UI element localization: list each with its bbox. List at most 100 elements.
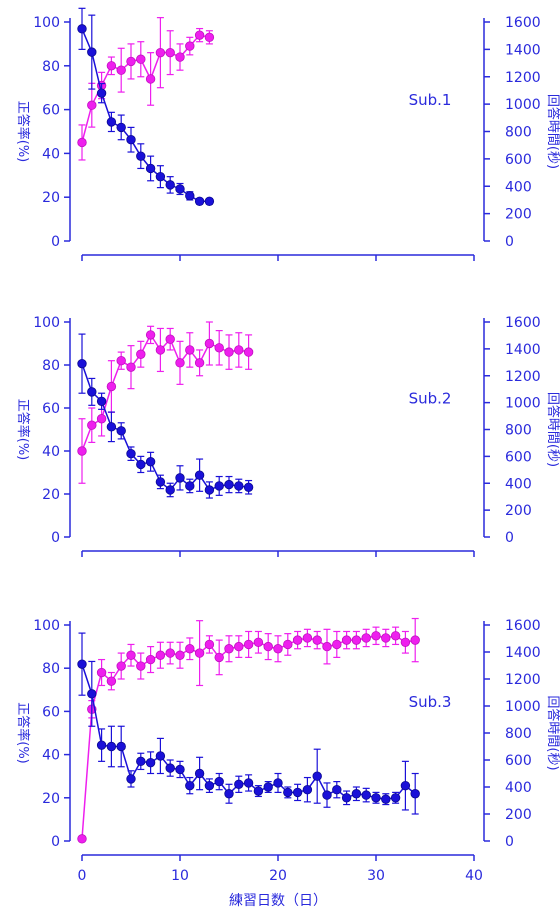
left-tick-label: 100 [33,15,60,31]
data-point [381,794,391,804]
data-point [145,457,156,467]
data-point [253,786,264,796]
data-point [214,343,224,353]
data-point [165,47,175,58]
x-tick-label: 0 [78,868,87,884]
data-point [126,56,136,67]
x-tick-label: 10 [171,868,189,884]
right-tick-label: 1600 [505,15,541,31]
data-point [145,330,156,340]
data-point [77,659,87,669]
right-tick-label: 1000 [505,699,541,715]
chart-panel-2: 0204060801000200400600800100012001400160… [15,315,560,557]
left-tick-label: 100 [33,618,60,634]
data-point [214,652,224,663]
right-tick-label: 1200 [505,672,541,688]
right-tick-label: 0 [505,834,514,850]
right-tick-label: 1000 [505,97,541,113]
data-point [263,641,273,652]
data-point [185,481,195,491]
right-tick-label: 0 [505,234,514,250]
data-point [322,641,332,652]
data-point [194,470,205,480]
right-tick-label: 200 [505,807,532,823]
series-response-time [77,7,215,207]
data-point [116,661,126,671]
left-tick-label: 20 [42,487,60,503]
data-point [312,635,322,645]
data-point [234,481,244,491]
x-axis-label: 練習日数（日） [229,893,327,909]
left-axis-label: 正答率(%) [15,101,31,163]
data-point [145,758,156,768]
left-tick-label: 60 [42,401,60,417]
data-point [351,789,362,799]
x-tick-label: 20 [269,868,287,884]
left-tick-label: 60 [42,103,60,119]
data-point [273,778,283,788]
data-point [194,30,205,40]
data-point [322,790,332,800]
right-axis-label: 回答時間(秒) [545,695,560,770]
series-response-time [77,333,254,499]
data-point [175,358,185,368]
data-point [361,633,371,643]
data-point [126,774,136,784]
left-tick-label: 0 [51,834,60,850]
data-point [194,648,205,658]
data-point [194,358,205,368]
data-point [361,790,371,800]
data-point [234,345,244,355]
data-point [155,477,166,487]
data-point [136,756,146,767]
data-point [165,485,175,495]
chart-panel-3: 0204060801000200400600800100012001400160… [15,617,560,884]
data-point [204,32,215,43]
data-point [155,345,166,355]
data-point [175,473,185,483]
right-tick-label: 1400 [505,645,541,661]
data-point [106,381,117,392]
left-tick-label: 80 [42,661,60,677]
data-point [165,334,175,344]
data-point [283,639,293,650]
data-point [234,779,244,790]
left-tick-label: 100 [33,315,60,331]
right-tick-label: 200 [505,207,532,223]
data-point [96,396,107,406]
left-axis-label: 正答率(%) [15,399,31,461]
left-tick-label: 40 [42,444,60,460]
data-point [77,446,87,456]
data-point [136,349,146,359]
data-point [87,47,97,57]
data-point [116,65,126,75]
data-point [87,100,97,110]
data-point [96,667,107,678]
right-tick-label: 1600 [505,315,541,331]
right-tick-label: 200 [505,503,532,519]
data-point [381,633,391,643]
data-point [292,787,303,798]
data-point [136,661,146,671]
right-tick-label: 800 [505,726,532,742]
left-tick-label: 80 [42,59,60,75]
chart-panel-1: 0204060801000200400600800100012001400160… [15,7,560,261]
data-point [126,448,136,459]
data-point [243,639,254,650]
data-point [116,741,126,752]
data-point [410,635,420,645]
data-point [185,644,195,654]
data-point [165,763,175,773]
data-point [106,676,117,686]
data-point [243,778,254,788]
data-point [283,787,293,798]
data-point [224,479,234,490]
data-point [400,780,411,791]
data-point [341,635,352,645]
panel-label: Sub.1 [409,91,452,109]
data-point [194,196,205,207]
data-point [136,459,146,470]
data-point [155,171,166,182]
data-point [96,414,107,424]
